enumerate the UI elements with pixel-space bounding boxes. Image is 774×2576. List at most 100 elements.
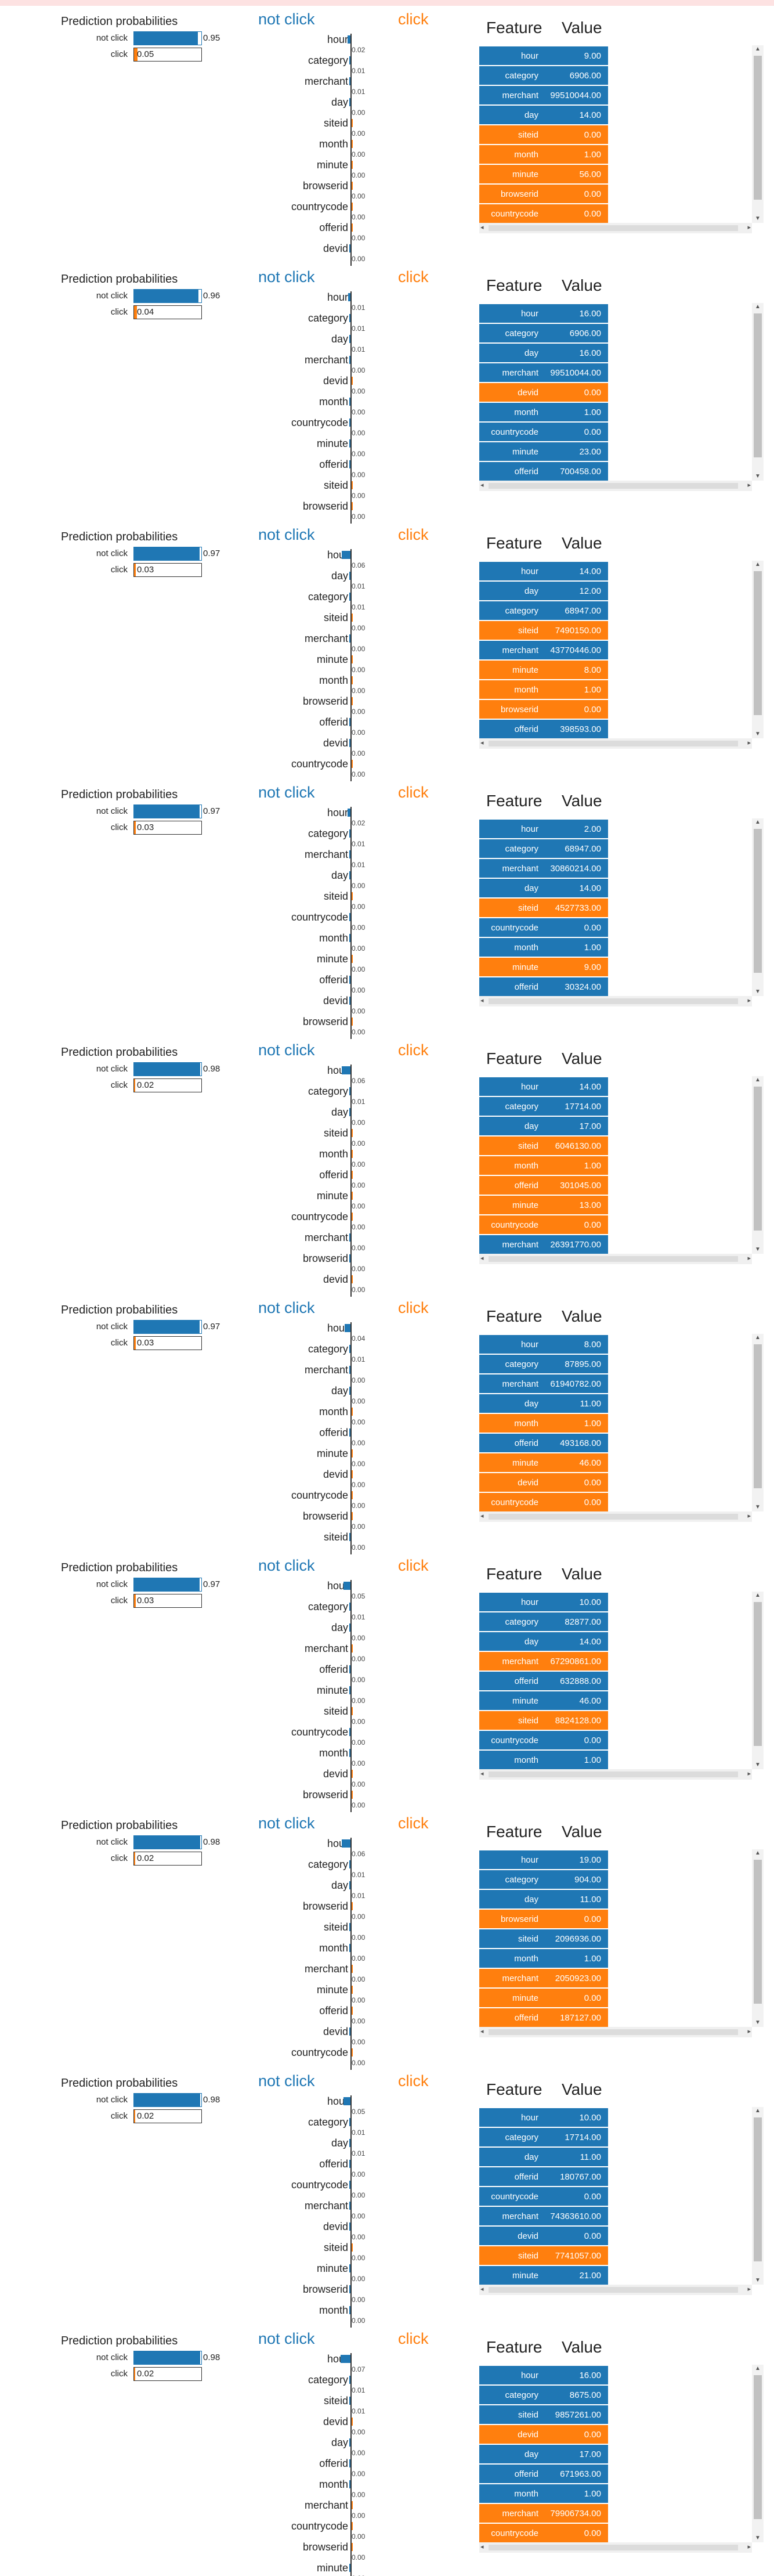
vertical-scrollbar[interactable]: ▲ ▼ (752, 2365, 764, 2542)
horizontal-scrollbar[interactable]: ◂ ▸ (479, 223, 752, 233)
scroll-left-icon[interactable]: ◂ (480, 997, 484, 1004)
scrollbar-thumb[interactable] (489, 2545, 738, 2550)
scroll-down-icon[interactable]: ▼ (755, 215, 761, 222)
scroll-up-icon[interactable]: ▲ (755, 561, 761, 568)
scrollbar-thumb[interactable] (489, 1514, 738, 1520)
feature-weight-name: countrycode (291, 2520, 348, 2532)
probability-value: 0.02 (137, 2111, 154, 2121)
scrollbar-thumb[interactable] (489, 998, 738, 1004)
scrollbar-thumb[interactable] (754, 2117, 762, 2261)
feature-value-table[interactable]: hour 14.00 category 17714.00 day 17.00 siteid 6… (479, 1077, 766, 1264)
scroll-down-icon[interactable]: ▼ (755, 731, 761, 737)
scrollbar-thumb[interactable] (754, 829, 762, 973)
vertical-scrollbar[interactable]: ▲ ▼ (752, 818, 764, 996)
scroll-down-icon[interactable]: ▼ (755, 1246, 761, 1253)
table-value-cell: 14.00 (579, 1637, 601, 1647)
scroll-left-icon[interactable]: ◂ (480, 2028, 484, 2035)
scroll-left-icon[interactable]: ◂ (480, 1513, 484, 1520)
vertical-scrollbar[interactable]: ▲ ▼ (752, 1849, 764, 2027)
scroll-left-icon[interactable]: ◂ (480, 482, 484, 489)
feature-weight-value: 0.00 (352, 1954, 366, 1962)
scrollbar-thumb[interactable] (489, 2029, 738, 2035)
scroll-down-icon[interactable]: ▼ (755, 988, 761, 995)
scrollbar-thumb[interactable] (754, 313, 762, 457)
scroll-down-icon[interactable]: ▼ (755, 1504, 761, 1510)
scroll-down-icon[interactable]: ▼ (755, 2535, 761, 2541)
scroll-up-icon[interactable]: ▲ (755, 819, 761, 825)
scrollbar-thumb[interactable] (754, 1860, 762, 2004)
scroll-down-icon[interactable]: ▼ (755, 2277, 761, 2283)
feature-value-table[interactable]: hour 10.00 category 82877.00 day 14.00 merchan… (479, 1593, 766, 1780)
scroll-left-icon[interactable]: ◂ (480, 739, 484, 746)
scroll-down-icon[interactable]: ▼ (755, 1762, 761, 1768)
horizontal-scrollbar[interactable]: ◂ ▸ (479, 1254, 752, 1264)
scrollbar-thumb[interactable] (754, 1602, 762, 1746)
vertical-scrollbar[interactable]: ▲ ▼ (752, 561, 764, 738)
scroll-up-icon[interactable]: ▲ (755, 1334, 761, 1341)
scroll-right-icon[interactable]: ▸ (747, 2286, 751, 2293)
scroll-up-icon[interactable]: ▲ (755, 2365, 761, 2372)
horizontal-scrollbar[interactable]: ◂ ▸ (479, 1511, 752, 1522)
horizontal-scrollbar[interactable]: ◂ ▸ (479, 1769, 752, 1780)
scroll-up-icon[interactable]: ▲ (755, 304, 761, 310)
horizontal-scrollbar[interactable]: ◂ ▸ (479, 481, 752, 491)
scrollbar-thumb[interactable] (489, 483, 738, 489)
horizontal-scrollbar[interactable]: ◂ ▸ (479, 2542, 752, 2553)
feature-weight-bar (349, 1345, 350, 1353)
vertical-scrollbar[interactable]: ▲ ▼ (752, 2107, 764, 2285)
scrollbar-thumb[interactable] (489, 225, 738, 231)
scrollbar-thumb[interactable] (754, 1344, 762, 1488)
vertical-scrollbar[interactable]: ▲ ▼ (752, 1076, 764, 1254)
scroll-up-icon[interactable]: ▲ (755, 1592, 761, 1599)
vertical-scrollbar[interactable]: ▲ ▼ (752, 45, 764, 223)
scrollbar-thumb[interactable] (754, 56, 762, 200)
scroll-down-icon[interactable]: ▼ (755, 2019, 761, 2026)
scroll-right-icon[interactable]: ▸ (747, 739, 751, 746)
vertical-scrollbar[interactable]: ▲ ▼ (752, 1334, 764, 1511)
scrollbar-thumb[interactable] (489, 1772, 738, 1777)
scroll-up-icon[interactable]: ▲ (755, 1077, 761, 1083)
scroll-left-icon[interactable]: ◂ (480, 2543, 484, 2550)
scroll-left-icon[interactable]: ◂ (480, 224, 484, 231)
scroll-up-icon[interactable]: ▲ (755, 46, 761, 52)
feature-value-table[interactable]: hour 16.00 category 8675.00 siteid 9857261.00… (479, 2366, 766, 2553)
feature-value-table[interactable]: hour 14.00 day 12.00 category 68947.00 siteid 7… (479, 562, 766, 749)
scroll-right-icon[interactable]: ▸ (747, 224, 751, 231)
feature-value-table[interactable]: hour 16.00 category 6906.00 day 16.00 merchant… (479, 304, 766, 491)
scrollbar-thumb[interactable] (754, 1087, 762, 1231)
scroll-right-icon[interactable]: ▸ (747, 1770, 751, 1777)
feature-value-table[interactable]: hour 2.00 category 68947.00 merchant 30860214… (479, 820, 766, 1006)
scrollbar-thumb[interactable] (489, 741, 738, 746)
scroll-right-icon[interactable]: ▸ (747, 1513, 751, 1520)
horizontal-scrollbar[interactable]: ◂ ▸ (479, 738, 752, 749)
table-feature-cell: offerid (514, 2172, 538, 2182)
vertical-scrollbar[interactable]: ▲ ▼ (752, 303, 764, 481)
feature-value-table[interactable]: hour 8.00 category 87895.00 merchant 61940782… (479, 1335, 766, 1522)
table-feature-cell: countrycode (491, 2192, 538, 2202)
prediction-probabilities-title: Prediction probabilities (61, 1304, 178, 1316)
scroll-left-icon[interactable]: ◂ (480, 1770, 484, 1777)
scroll-left-icon[interactable]: ◂ (480, 2286, 484, 2293)
scroll-up-icon[interactable]: ▲ (755, 1850, 761, 1856)
feature-value-table[interactable]: hour 9.00 category 6906.00 merchant 99510044.… (479, 46, 766, 233)
scrollbar-thumb[interactable] (489, 2287, 738, 2293)
table-row: month 1.00 (479, 680, 608, 700)
feature-weight-item: devid 0.00 (255, 243, 447, 264)
scroll-down-icon[interactable]: ▼ (755, 473, 761, 479)
scroll-right-icon[interactable]: ▸ (747, 2543, 751, 2550)
scroll-left-icon[interactable]: ◂ (480, 1255, 484, 1262)
feature-value-table[interactable]: hour 19.00 category 904.00 day 11.00 browserid… (479, 1850, 766, 2037)
scroll-right-icon[interactable]: ▸ (747, 997, 751, 1004)
scrollbar-thumb[interactable] (754, 2375, 762, 2519)
horizontal-scrollbar[interactable]: ◂ ▸ (479, 2285, 752, 2295)
scroll-up-icon[interactable]: ▲ (755, 2108, 761, 2114)
feature-value-table[interactable]: hour 10.00 category 17714.00 day 11.00 offerid… (479, 2108, 766, 2295)
scroll-right-icon[interactable]: ▸ (747, 482, 751, 489)
horizontal-scrollbar[interactable]: ◂ ▸ (479, 2027, 752, 2037)
scrollbar-thumb[interactable] (754, 571, 762, 715)
horizontal-scrollbar[interactable]: ◂ ▸ (479, 996, 752, 1006)
scroll-right-icon[interactable]: ▸ (747, 1255, 751, 1262)
scroll-right-icon[interactable]: ▸ (747, 2028, 751, 2035)
scrollbar-thumb[interactable] (489, 1256, 738, 1262)
vertical-scrollbar[interactable]: ▲ ▼ (752, 1592, 764, 1769)
